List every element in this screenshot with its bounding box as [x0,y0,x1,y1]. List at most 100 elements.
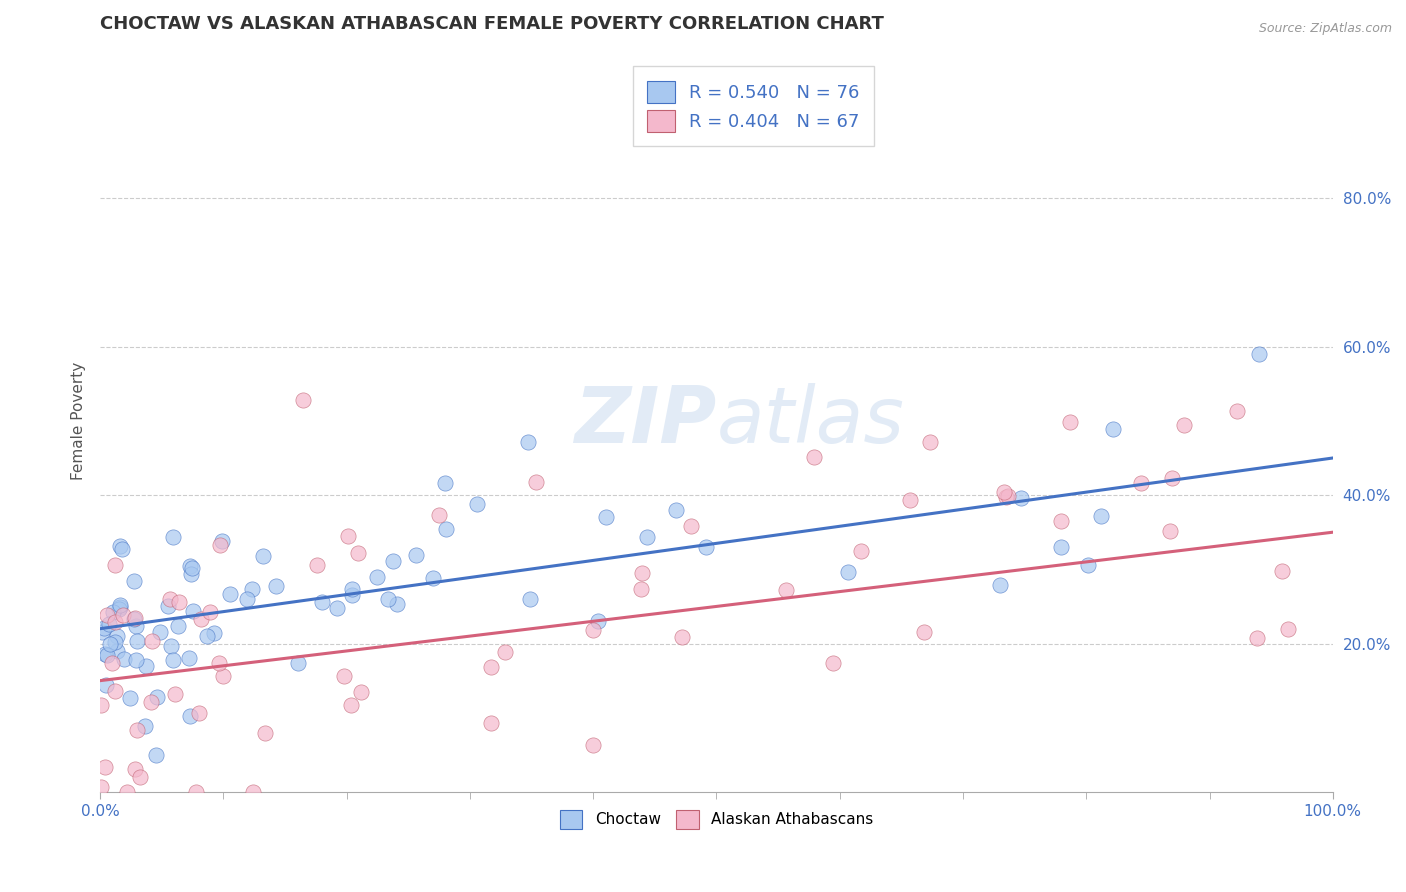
Point [1247,347,1270,361]
Text: CHOCTAW VS ALASKAN ATHABASCAN FEMALE POVERTY CORRELATION CHART: CHOCTAW VS ALASKAN ATHABASCAN FEMALE POV… [100,15,884,33]
Point [208,657,231,671]
Point [1246,631,1268,645]
Point [125,653,148,667]
Point [1130,475,1153,490]
Point [340,582,363,596]
Point [254,726,277,740]
Point [240,582,263,596]
Point [1049,540,1071,554]
Point [1010,491,1032,505]
Point [184,785,207,799]
Point [202,626,225,640]
Point [595,510,617,524]
Point [98,617,121,632]
Point [128,770,150,784]
Point [96,607,118,622]
Point [179,558,201,573]
Point [236,592,259,607]
Point [997,490,1019,504]
Text: ZIP: ZIP [574,383,717,458]
Point [582,738,605,752]
Point [104,615,127,629]
Point [377,591,399,606]
Point [98,637,121,651]
Point [427,508,450,523]
Point [326,601,349,615]
Point [127,723,149,738]
Point [219,586,242,600]
Point [104,684,127,698]
Point [118,691,141,706]
Point [156,599,179,613]
Point [1277,622,1299,636]
Point [292,393,315,408]
Point [105,644,128,658]
Point [479,715,502,730]
Point [108,539,131,553]
Point [630,582,652,597]
Point [94,760,117,774]
Point [104,558,127,572]
Text: atlas: atlas [717,383,904,458]
Point [349,685,371,699]
Point [110,598,132,612]
Point [188,706,211,720]
Point [163,687,186,701]
Point [405,548,427,562]
Point [434,522,457,536]
Point [266,578,288,592]
Point [995,490,1018,504]
Point [162,653,184,667]
Point [516,434,538,449]
Point [124,762,146,776]
Point [177,651,200,665]
Point [1077,558,1099,572]
Point [149,624,172,639]
Point [311,595,333,609]
Point [340,588,363,602]
Point [636,530,658,544]
Point [920,435,942,450]
Point [135,659,157,673]
Point [422,571,444,585]
Point [208,538,231,552]
Point [141,695,163,709]
Point [181,561,204,575]
Point [1059,415,1081,429]
Point [821,656,844,670]
Point [519,591,541,606]
Point [141,633,163,648]
Point [631,566,654,580]
Point [107,602,129,616]
Point [337,529,360,543]
Point [671,630,693,644]
Point [366,570,388,584]
Point [179,709,201,723]
Point [90,780,112,795]
Point [849,543,872,558]
Point [252,549,274,563]
Point [101,605,124,619]
Point [695,540,717,554]
Point [681,519,703,533]
Point [803,450,825,465]
Point [775,582,797,597]
Point [347,546,370,560]
Point [146,690,169,704]
Point [91,625,114,640]
Point [586,614,609,628]
Point [433,475,456,490]
Text: Source: ZipAtlas.com: Source: ZipAtlas.com [1258,22,1392,36]
Point [1101,422,1123,436]
Point [117,785,139,799]
Point [582,624,605,638]
Point [1226,404,1249,418]
Point [198,606,221,620]
Point [382,554,405,568]
Point [108,600,131,615]
Point [105,629,128,643]
Point [1161,471,1184,485]
Point [385,597,408,611]
Point [111,541,134,556]
Point [93,621,115,635]
